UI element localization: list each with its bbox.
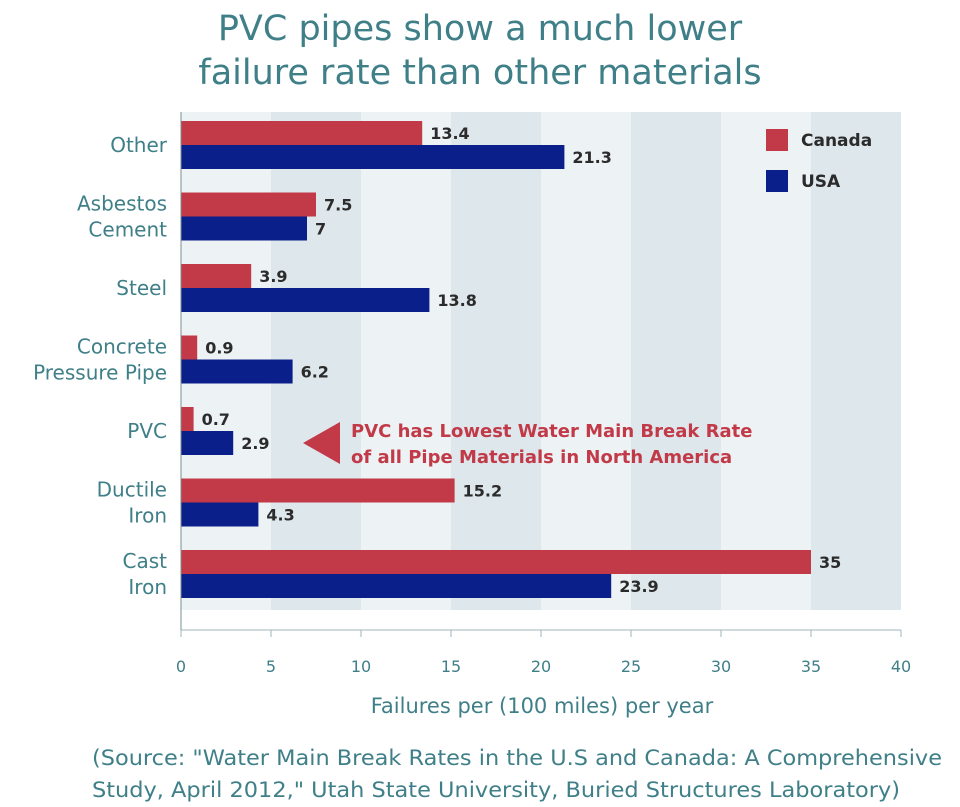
bar-usa bbox=[181, 431, 234, 455]
value-label-usa: 21.3 bbox=[572, 148, 611, 167]
x-tick-label: 30 bbox=[711, 657, 731, 676]
bar-usa bbox=[181, 288, 430, 312]
bar-canada bbox=[181, 264, 252, 288]
bar-canada bbox=[181, 478, 455, 503]
grid-band bbox=[811, 112, 901, 610]
value-label-canada: 15.2 bbox=[463, 482, 502, 501]
bar-canada bbox=[181, 121, 423, 145]
bar-canada bbox=[181, 550, 811, 574]
category-label: Iron bbox=[128, 504, 167, 528]
bar-usa bbox=[181, 502, 259, 527]
x-axis-label: Failures per (100 miles) per year bbox=[371, 694, 714, 718]
legend-label-canada: Canada bbox=[801, 131, 872, 151]
grid-band bbox=[631, 112, 721, 610]
value-label-usa: 4.3 bbox=[266, 506, 294, 525]
x-tick-label: 5 bbox=[266, 657, 276, 676]
chart-title-line-1: PVC pipes show a much lower bbox=[218, 9, 743, 49]
x-tick-label: 35 bbox=[801, 657, 821, 676]
value-label-canada: 3.9 bbox=[259, 267, 287, 286]
legend-label-usa: USA bbox=[801, 172, 841, 192]
category-label: Cast bbox=[123, 549, 168, 573]
value-labels: 13.4 21.3 7.5 7 3.9 13.8 0.9 6.2 0.7 2.9 15.2 4.3 35… bbox=[202, 124, 842, 596]
grid-band bbox=[451, 112, 541, 610]
x-tick-label: 40 bbox=[891, 657, 911, 676]
bar-usa bbox=[181, 574, 612, 598]
category-label: Asbestos bbox=[77, 192, 167, 216]
category-label: Iron bbox=[128, 575, 167, 599]
category-label: Ductile bbox=[97, 478, 167, 502]
value-label-usa: 7 bbox=[315, 220, 326, 239]
value-label-canada: 13.4 bbox=[430, 124, 469, 143]
value-label-usa: 13.8 bbox=[437, 291, 476, 310]
bar-usa bbox=[181, 145, 565, 169]
bars bbox=[181, 121, 811, 598]
x-tick-label: 10 bbox=[351, 657, 371, 676]
value-label-canada: 0.7 bbox=[202, 410, 230, 429]
grid-band bbox=[721, 112, 811, 610]
x-tick-label: 15 bbox=[441, 657, 461, 676]
value-label-usa: 23.9 bbox=[619, 577, 658, 596]
grid-band bbox=[361, 112, 451, 610]
x-tick-label: 0 bbox=[176, 657, 186, 676]
value-label-canada: 7.5 bbox=[324, 196, 352, 215]
x-tick-labels: 0 5 10 15 20 25 30 35 40 bbox=[176, 657, 911, 676]
value-label-usa: 6.2 bbox=[301, 363, 329, 382]
background-bands bbox=[181, 112, 901, 610]
chart-title-line-2: failure rate than other materials bbox=[198, 53, 761, 93]
category-label: Concrete bbox=[77, 335, 167, 359]
bar-usa bbox=[181, 216, 307, 241]
annotation-arrow-icon bbox=[303, 422, 340, 464]
bar-usa bbox=[181, 359, 293, 384]
category-label: Steel bbox=[116, 276, 167, 300]
category-label: PVC bbox=[127, 419, 167, 443]
category-label: Pressure Pipe bbox=[33, 361, 167, 385]
legend-swatch-usa bbox=[766, 170, 788, 192]
category-label: Cement bbox=[88, 218, 167, 242]
value-label-usa: 2.9 bbox=[241, 434, 269, 453]
grid-band bbox=[541, 112, 631, 610]
bar-canada bbox=[181, 407, 194, 431]
x-tick-label: 25 bbox=[621, 657, 641, 676]
annotation-line-1: PVC has Lowest Water Main Break Rate bbox=[351, 421, 752, 442]
x-axis bbox=[180, 112, 902, 637]
legend-swatch-canada bbox=[766, 129, 788, 151]
x-tick-label: 20 bbox=[531, 657, 551, 676]
bar-canada bbox=[181, 335, 198, 360]
source-line-2: Study, April 2012," Utah State Universit… bbox=[92, 778, 900, 802]
category-label: Other bbox=[110, 133, 168, 157]
value-label-canada: 35 bbox=[819, 553, 841, 572]
bar-canada bbox=[181, 192, 316, 217]
annotation-line-2: of all Pipe Materials in North America bbox=[351, 447, 732, 468]
value-label-canada: 0.9 bbox=[205, 339, 233, 358]
annotation: PVC has Lowest Water Main Break Rate of … bbox=[303, 421, 752, 468]
source-line-1: (Source: "Water Main Break Rates in the … bbox=[92, 746, 942, 770]
legend: Canada USA bbox=[766, 129, 872, 192]
